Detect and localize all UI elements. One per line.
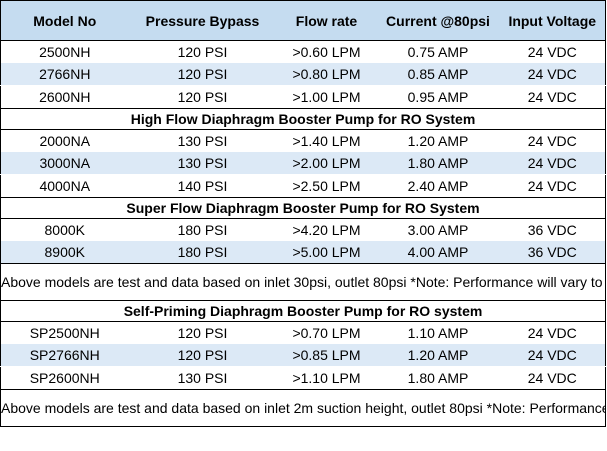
cell-pressure-bypass: 120 PSI (128, 63, 277, 86)
cell-pressure-bypass: 120 PSI (128, 344, 277, 367)
section-title-row: Self-Priming Diaphragm Booster Pump for … (0, 300, 606, 322)
table-row: 2766NH 120 PSI >0.80 LPM 0.85 AMP 24 VDC (0, 63, 606, 86)
footnote-text: Above models are test and data based on … (0, 263, 606, 301)
cell-pressure-bypass: 130 PSI (128, 152, 277, 175)
table-row: 8000K 180 PSI >4.20 LPM 3.00 AMP 36 VDC (0, 218, 606, 241)
cell-input-voltage: 24 VDC (499, 129, 606, 152)
cell-flow-rate: >1.10 LPM (276, 366, 377, 390)
cell-pressure-bypass: 120 PSI (128, 321, 277, 344)
header-pressure-bypass: Pressure Bypass (128, 0, 277, 41)
cell-pressure-bypass: 180 PSI (128, 218, 277, 241)
cell-current: 1.80 AMP (376, 366, 500, 390)
cell-model-no: SP2500NH (0, 321, 129, 344)
cell-model-no: SP2766NH (0, 344, 129, 367)
cell-model-no: 8000K (0, 218, 129, 241)
table-row: SP2500NH 120 PSI >0.70 LPM 1.10 AMP 24 VDC (0, 321, 606, 344)
section-title: High Flow Diaphragm Booster Pump for RO … (0, 108, 606, 130)
table-row: SP2600NH 130 PSI >1.10 LPM 1.80 AMP 24 VDC (0, 366, 606, 390)
cell-input-voltage: 24 VDC (499, 321, 606, 344)
cell-flow-rate: >0.70 LPM (276, 321, 377, 344)
cell-flow-rate: >5.00 LPM (276, 241, 377, 264)
table-row: 3000NA 130 PSI >2.00 LPM 1.80 AMP 24 VDC (0, 152, 606, 175)
cell-model-no: SP2600NH (0, 366, 129, 390)
cell-flow-rate: >4.20 LPM (276, 218, 377, 241)
cell-model-no: 2600NH (0, 85, 129, 109)
cell-flow-rate: >0.60 LPM (276, 40, 377, 63)
cell-current: 1.20 AMP (376, 129, 500, 152)
header-flow-rate: Flow rate (276, 0, 377, 41)
cell-input-voltage: 24 VDC (499, 366, 606, 390)
cell-model-no: 4000NA (0, 174, 129, 198)
cell-current: 2.40 AMP (376, 174, 500, 198)
footnote-row: Above models are test and data based on … (0, 389, 606, 427)
section-title-row: High Flow Diaphragm Booster Pump for RO … (0, 108, 606, 130)
cell-flow-rate: >0.80 LPM (276, 63, 377, 86)
table-row: SP2766NH 120 PSI >0.85 LPM 1.20 AMP 24 VDC (0, 344, 606, 367)
cell-model-no: 2766NH (0, 63, 129, 86)
section-title: Self-Priming Diaphragm Booster Pump for … (0, 300, 606, 322)
cell-flow-rate: >1.00 LPM (276, 85, 377, 109)
footnote-text: Above models are test and data based on … (0, 389, 606, 427)
cell-input-voltage: 24 VDC (499, 344, 606, 367)
cell-input-voltage: 36 VDC (499, 218, 606, 241)
cell-model-no: 3000NA (0, 152, 129, 175)
cell-input-voltage: 24 VDC (499, 152, 606, 175)
pump-spec-table: Model No Pressure Bypass Flow rate Curre… (0, 0, 606, 427)
cell-pressure-bypass: 140 PSI (128, 174, 277, 198)
cell-current: 1.20 AMP (376, 344, 500, 367)
header-current: Current @80psi (376, 0, 500, 41)
table-row: 4000NA 140 PSI >2.50 LPM 2.40 AMP 24 VDC (0, 174, 606, 198)
cell-input-voltage: 24 VDC (499, 174, 606, 198)
header-row: Model No Pressure Bypass Flow rate Curre… (0, 0, 606, 41)
cell-model-no: 8900K (0, 241, 129, 264)
table-row: 2500NH 120 PSI >0.60 LPM 0.75 AMP 24 VDC (0, 40, 606, 63)
section-title-row: Super Flow Diaphragm Booster Pump for RO… (0, 197, 606, 219)
cell-flow-rate: >1.40 LPM (276, 129, 377, 152)
footnote-row: Above models are test and data based on … (0, 263, 606, 301)
cell-pressure-bypass: 130 PSI (128, 129, 277, 152)
cell-flow-rate: >2.00 LPM (276, 152, 377, 175)
cell-current: 4.00 AMP (376, 241, 500, 264)
cell-flow-rate: >0.85 LPM (276, 344, 377, 367)
table-row: 2000NA 130 PSI >1.40 LPM 1.20 AMP 24 VDC (0, 129, 606, 152)
cell-current: 1.80 AMP (376, 152, 500, 175)
cell-current: 3.00 AMP (376, 218, 500, 241)
cell-pressure-bypass: 120 PSI (128, 85, 277, 109)
cell-model-no: 2500NH (0, 40, 129, 63)
cell-flow-rate: >2.50 LPM (276, 174, 377, 198)
cell-input-voltage: 36 VDC (499, 241, 606, 264)
table-header: Model No Pressure Bypass Flow rate Curre… (0, 0, 606, 41)
cell-pressure-bypass: 130 PSI (128, 366, 277, 390)
cell-current: 0.85 AMP (376, 63, 500, 86)
cell-current: 1.10 AMP (376, 321, 500, 344)
header-input-voltage: Input Voltage (499, 0, 606, 41)
cell-current: 0.95 AMP (376, 85, 500, 109)
header-model-no: Model No (0, 0, 129, 41)
cell-current: 0.75 AMP (376, 40, 500, 63)
table-row: 2600NH 120 PSI >1.00 LPM 0.95 AMP 24 VDC (0, 85, 606, 109)
table-row: 8900K 180 PSI >5.00 LPM 4.00 AMP 36 VDC (0, 241, 606, 264)
cell-pressure-bypass: 180 PSI (128, 241, 277, 264)
cell-input-voltage: 24 VDC (499, 85, 606, 109)
table-body: 2500NH 120 PSI >0.60 LPM 0.75 AMP 24 VDC 2766… (0, 40, 606, 427)
section-title: Super Flow Diaphragm Booster Pump for RO… (0, 197, 606, 219)
cell-input-voltage: 24 VDC (499, 40, 606, 63)
cell-input-voltage: 24 VDC (499, 63, 606, 86)
cell-pressure-bypass: 120 PSI (128, 40, 277, 63)
cell-model-no: 2000NA (0, 129, 129, 152)
